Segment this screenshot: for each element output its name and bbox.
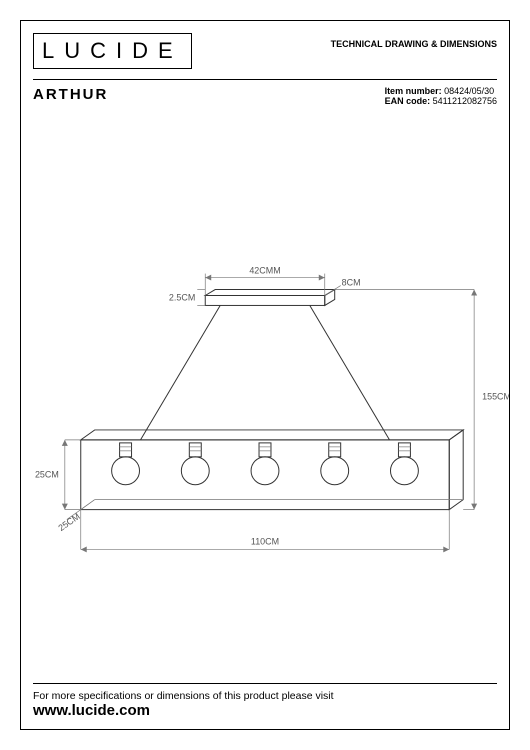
svg-text:8CM: 8CM [342, 278, 361, 288]
brand-logo: LUCIDE [33, 33, 192, 69]
footer-url: www.lucide.com [33, 702, 497, 719]
product-codes: Item number: 08424/05/30 EAN code: 54112… [385, 86, 497, 106]
svg-text:2.5CM: 2.5CM [169, 292, 195, 302]
svg-text:110CM: 110CM [251, 536, 279, 546]
technical-drawing: 42CMM 2.5CM 8CM 155CMM 25CM 25CM 110CM [21, 161, 509, 669]
svg-text:25CM: 25CM [56, 511, 81, 533]
footer: For more specifications or dimensions of… [33, 683, 497, 719]
subheader: ARTHUR Item number: 08424/05/30 EAN code… [21, 80, 509, 106]
footer-text: For more specifications or dimensions of… [33, 690, 497, 702]
product-name: ARTHUR [33, 86, 108, 106]
svg-text:42CMM: 42CMM [249, 266, 280, 276]
ean-label: EAN code: [385, 96, 431, 106]
ean-value: 5411212082756 [433, 96, 497, 106]
header-subtitle: TECHNICAL DRAWING & DIMENSIONS [331, 33, 497, 49]
item-number-label: Item number: [385, 86, 442, 96]
page-border: LUCIDE TECHNICAL DRAWING & DIMENSIONS AR… [20, 20, 510, 730]
header: LUCIDE TECHNICAL DRAWING & DIMENSIONS [21, 21, 509, 75]
svg-text:155CMM: 155CMM [482, 392, 509, 402]
item-number-value: 08424/05/30 [444, 86, 494, 96]
svg-text:25CM: 25CM [35, 470, 59, 480]
